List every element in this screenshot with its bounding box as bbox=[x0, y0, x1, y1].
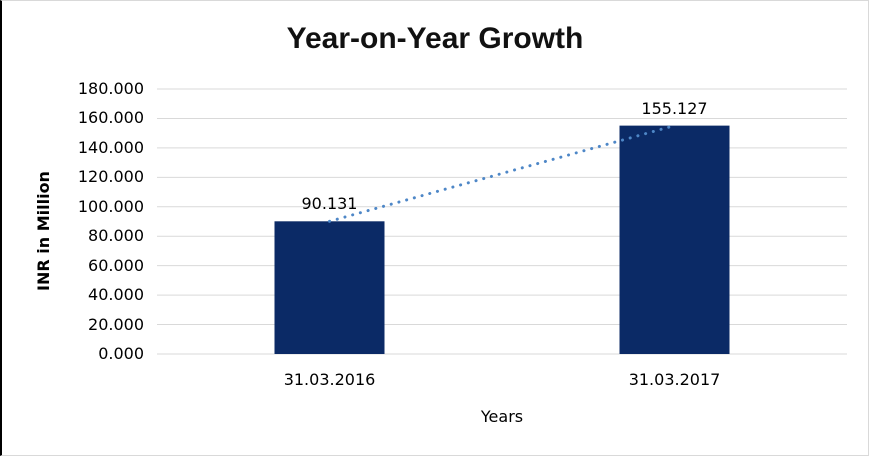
y-tick-label: 180.000 bbox=[77, 79, 144, 98]
y-tick-label: 160.000 bbox=[77, 108, 144, 128]
y-tick-label: 120.000 bbox=[77, 167, 144, 187]
y-tick-label: 140.000 bbox=[77, 137, 144, 157]
y-tick-label: 60.000 bbox=[88, 255, 144, 275]
y-tick-label: 80.000 bbox=[88, 226, 144, 246]
y-tick-label: 20.000 bbox=[88, 314, 144, 334]
bar-value-label: 155.127 bbox=[641, 98, 708, 118]
chart-title: Year-on-Year Growth bbox=[286, 22, 584, 55]
x-tick-label: 31.03.2017 bbox=[628, 370, 721, 389]
y-tick-label: 40.000 bbox=[88, 285, 144, 305]
bar bbox=[619, 125, 730, 354]
x-tick-label: 31.03.2016 bbox=[283, 370, 376, 389]
bar bbox=[274, 221, 385, 354]
y-axis-title: INR in Million bbox=[34, 171, 53, 291]
x-axis-title: Years bbox=[480, 407, 524, 426]
y-tick-label: 100.000 bbox=[77, 196, 144, 216]
bar-value-label: 90.131 bbox=[301, 194, 358, 214]
y-tick-label: 0.000 bbox=[98, 344, 144, 363]
